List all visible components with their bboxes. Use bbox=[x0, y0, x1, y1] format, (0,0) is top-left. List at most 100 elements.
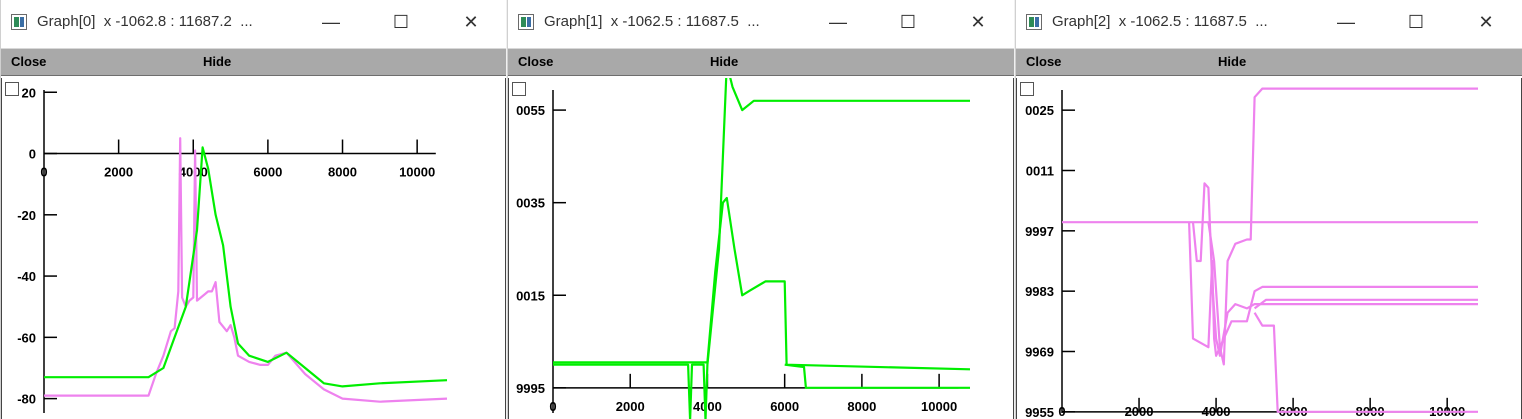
y-tick-label: -40 bbox=[17, 269, 36, 284]
chart-axes: 0025 0011 9997 9983 9969 9955 0 2000 4000 6000 800… bbox=[1025, 90, 1467, 419]
x-tick-label: 0 bbox=[1058, 404, 1065, 419]
maximize-button[interactable]: ☐ bbox=[1407, 11, 1425, 32]
y-tick-label: 0055 bbox=[516, 103, 545, 118]
y-tick: 9955 bbox=[1025, 405, 1075, 419]
series-line bbox=[1253, 298, 1478, 310]
y-tick: 0011 bbox=[1026, 163, 1075, 178]
y-tick-label: 9969 bbox=[1025, 344, 1054, 359]
graph-menubar: Close Hide bbox=[1, 48, 506, 76]
y-tick-label: 9955 bbox=[1025, 405, 1054, 419]
x-tick-label: 10000 bbox=[399, 165, 435, 180]
close-window-button[interactable]: ✕ bbox=[970, 11, 986, 32]
close-window-button[interactable]: ✕ bbox=[463, 11, 479, 32]
x-tick: 2000 bbox=[616, 373, 645, 414]
y-tick: 9997 bbox=[1025, 224, 1075, 239]
close-window-button[interactable]: ✕ bbox=[1478, 11, 1494, 32]
x-tick: 8000 bbox=[328, 139, 357, 180]
x-tick-label: 2000 bbox=[104, 165, 133, 180]
x-tick-label: 4000 bbox=[179, 165, 208, 180]
x-tick: 6000 bbox=[253, 139, 282, 180]
x-tick: 0 bbox=[549, 399, 556, 414]
x-tick-label: 10000 bbox=[921, 399, 957, 414]
x-tick: 2000 bbox=[104, 139, 133, 180]
series-line bbox=[44, 146, 448, 388]
graph-menubar: Close Hide bbox=[508, 48, 1014, 76]
series-line bbox=[1207, 87, 1478, 366]
x-tick: 4000 bbox=[1202, 397, 1231, 419]
graph-menubar: Close Hide bbox=[1016, 48, 1522, 76]
hide-graph-button[interactable]: Hide bbox=[710, 54, 739, 69]
graph-checkbox[interactable] bbox=[5, 82, 19, 96]
y-tick: 0 bbox=[29, 147, 57, 162]
app-icon bbox=[1026, 14, 1042, 30]
plot-area[interactable]: 20 0 -20 -40 -60 -80 0 2000 4000 6000 8000 10000 bbox=[1, 78, 506, 419]
x-tick: 6000 bbox=[1279, 397, 1308, 419]
x-tick-label: 2000 bbox=[1125, 404, 1154, 419]
chart-axes: 20 0 -20 -40 -60 -80 0 2000 4000 6000 8000 10000 bbox=[17, 85, 436, 413]
title-bar[interactable]: Graph[0] x -1062.8 : 11687.2 ... — ☐ ✕ bbox=[1, 0, 506, 46]
window-title: Graph[1] x -1062.5 : 11687.5 ... bbox=[544, 13, 760, 30]
y-tick: 0015 bbox=[516, 288, 566, 303]
graph-window-1: Graph[1] x -1062.5 : 11687.5 ... — ☐ ✕ C… bbox=[507, 0, 1014, 419]
y-tick: -60 bbox=[17, 330, 57, 345]
maximize-button[interactable]: ☐ bbox=[899, 11, 917, 32]
y-tick: 9969 bbox=[1025, 344, 1075, 359]
y-tick: -20 bbox=[17, 208, 57, 223]
hide-graph-button[interactable]: Hide bbox=[203, 54, 232, 69]
y-tick-label: 9983 bbox=[1025, 284, 1054, 299]
plot-area[interactable]: 0025 0011 9997 9983 9969 9955 0 2000 4000 6000 800… bbox=[1016, 78, 1522, 419]
minimize-button[interactable]: — bbox=[322, 11, 340, 32]
y-tick-label: 0035 bbox=[516, 196, 545, 211]
close-graph-button[interactable]: Close bbox=[1026, 54, 1062, 69]
x-tick: 10000 bbox=[1429, 397, 1465, 419]
minimize-button[interactable]: — bbox=[829, 11, 847, 32]
title-bar[interactable]: Graph[1] x -1062.5 : 11687.5 ... — ☐ ✕ bbox=[508, 0, 1014, 46]
x-tick-label: 8000 bbox=[328, 165, 357, 180]
x-tick-label: 6000 bbox=[770, 399, 799, 414]
y-tick: 0055 bbox=[516, 103, 566, 118]
graph-checkbox[interactable] bbox=[512, 82, 526, 96]
x-tick: 0 bbox=[1058, 404, 1065, 419]
x-tick-label: 0 bbox=[40, 165, 47, 180]
maximize-button[interactable]: ☐ bbox=[392, 11, 410, 32]
close-graph-button[interactable]: Close bbox=[11, 54, 47, 69]
y-tick-label: 9995 bbox=[516, 381, 545, 396]
series-line bbox=[553, 196, 971, 371]
x-tick: 4000 bbox=[179, 139, 208, 180]
y-tick-label: -60 bbox=[17, 330, 36, 345]
title-bar[interactable]: Graph[2] x -1062.5 : 11687.5 ... — ☐ ✕ bbox=[1016, 0, 1522, 46]
y-tick: 20 bbox=[22, 85, 57, 100]
series-line bbox=[1191, 182, 1478, 357]
y-tick-label: -20 bbox=[17, 208, 36, 223]
x-tick: 10000 bbox=[921, 373, 957, 414]
x-tick-label: 0 bbox=[549, 399, 556, 414]
y-tick-label: 20 bbox=[22, 85, 36, 100]
plot-area[interactable]: 0055 0035 0015 9995 0 2000 4000 6000 8000 10000 bbox=[508, 78, 1014, 419]
window-title: Graph[0] x -1062.8 : 11687.2 ... bbox=[37, 13, 253, 30]
x-tick-label: 4000 bbox=[693, 399, 722, 414]
y-tick: 0035 bbox=[516, 196, 566, 211]
y-tick-label: 0 bbox=[29, 147, 36, 162]
app-icon bbox=[518, 14, 534, 30]
series-line bbox=[553, 78, 970, 419]
graph-window-2: Graph[2] x -1062.5 : 11687.5 ... — ☐ ✕ C… bbox=[1015, 0, 1522, 419]
window-title: Graph[2] x -1062.5 : 11687.5 ... bbox=[1052, 13, 1268, 30]
y-tick-label: 0011 bbox=[1026, 163, 1054, 178]
x-tick-label: 8000 bbox=[847, 399, 876, 414]
x-tick: 8000 bbox=[1356, 397, 1385, 419]
x-tick-label: 2000 bbox=[616, 399, 645, 414]
chart-svg: 0055 0035 0015 9995 0 2000 4000 6000 8000 10000 bbox=[516, 78, 971, 419]
minimize-button[interactable]: — bbox=[1337, 11, 1355, 32]
y-tick-label: 0015 bbox=[516, 288, 545, 303]
y-tick: 9995 bbox=[516, 381, 566, 396]
series-line bbox=[1253, 312, 1478, 413]
graph-checkbox[interactable] bbox=[1020, 82, 1034, 96]
y-tick: -80 bbox=[17, 392, 57, 407]
hide-graph-button[interactable]: Hide bbox=[1218, 54, 1247, 69]
chart-svg: 0025 0011 9997 9983 9969 9955 0 2000 4000 6000 800… bbox=[1025, 87, 1478, 419]
y-tick: 0025 bbox=[1025, 103, 1075, 118]
close-graph-button[interactable]: Close bbox=[518, 54, 554, 69]
y-tick: 9983 bbox=[1025, 284, 1075, 299]
x-tick: 6000 bbox=[770, 373, 799, 414]
graph-window-0: Graph[0] x -1062.8 : 11687.2 ... — ☐ ✕ C… bbox=[0, 0, 506, 419]
